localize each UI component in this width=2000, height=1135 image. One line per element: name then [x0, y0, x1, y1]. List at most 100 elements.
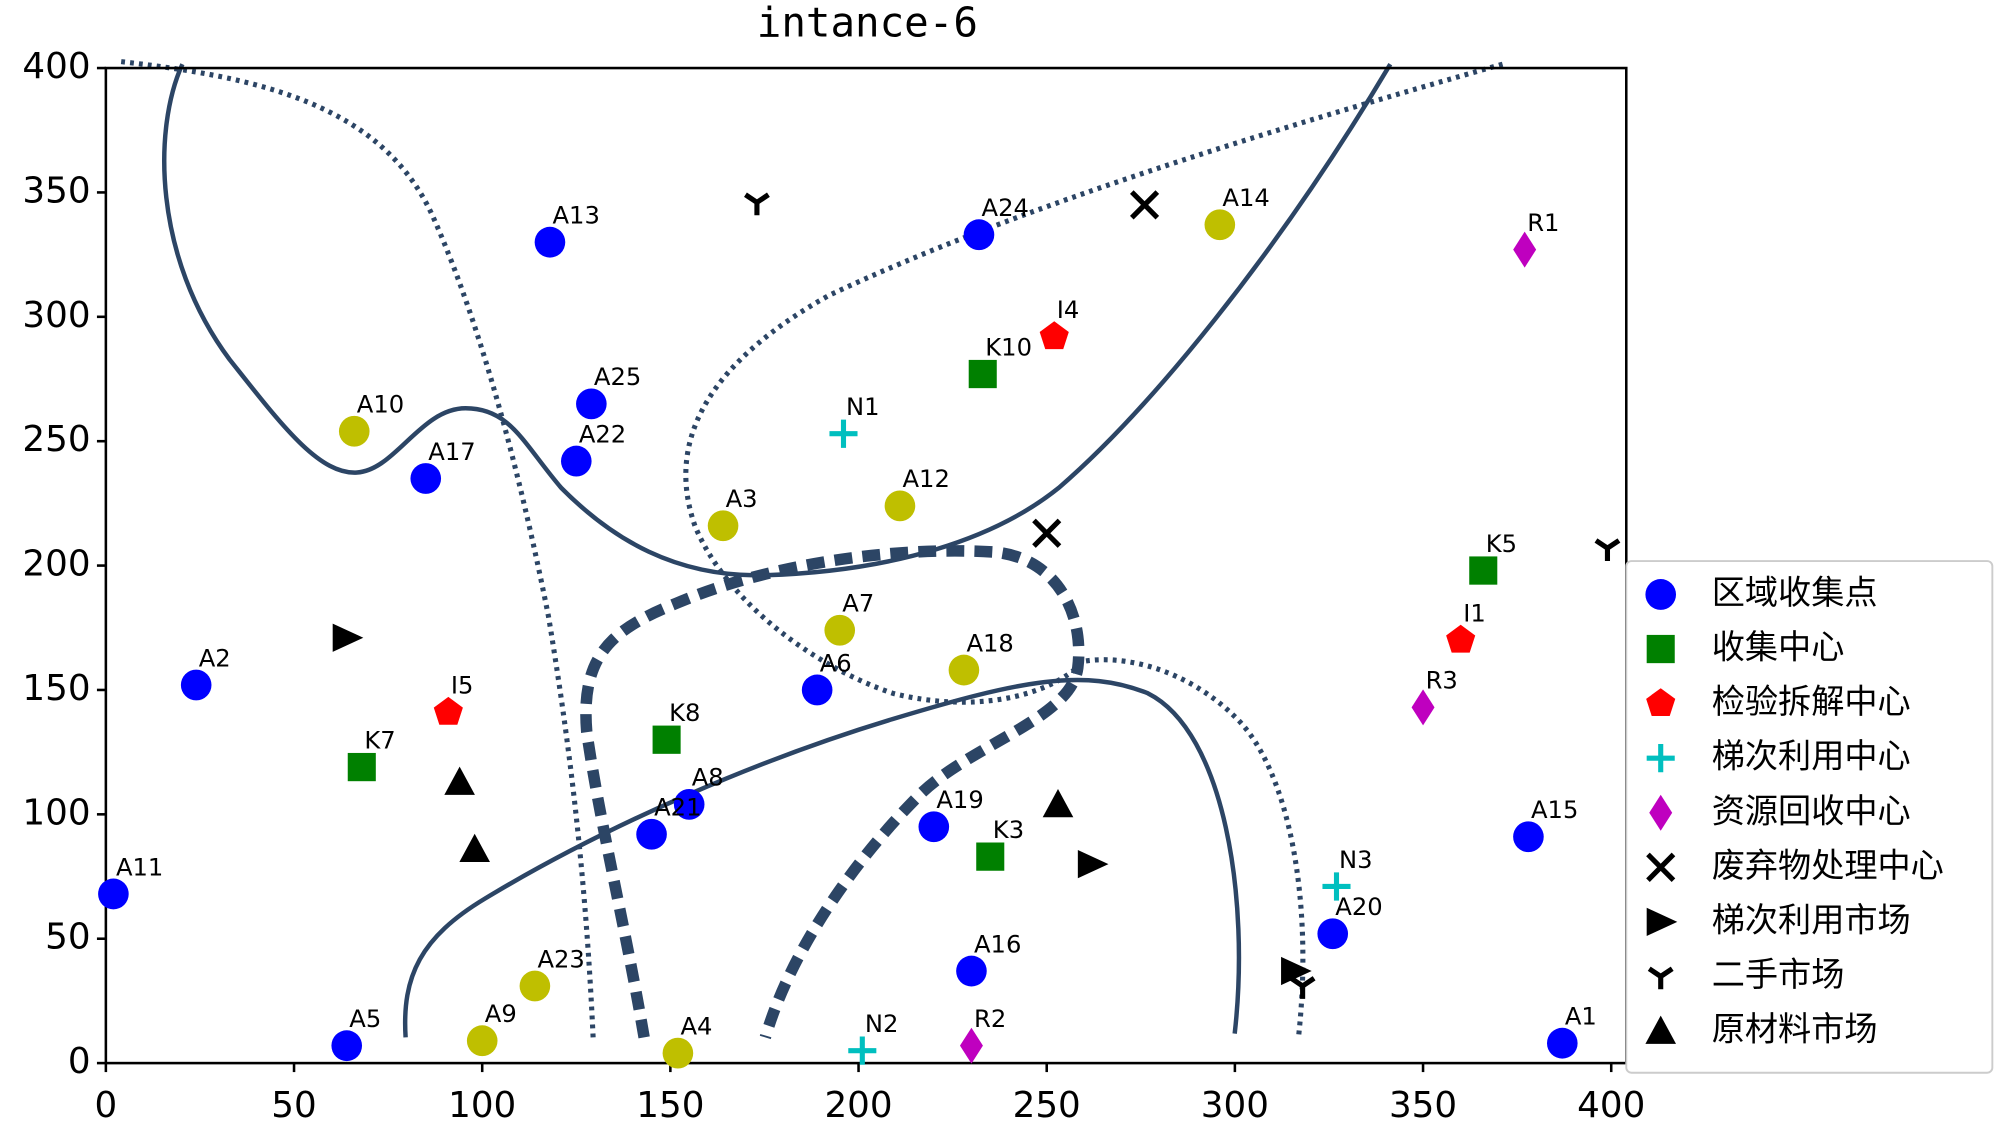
point-label: A25 [594, 362, 641, 391]
point [1411, 689, 1435, 726]
chart-title: intance-6 [757, 0, 978, 47]
point [180, 669, 212, 701]
point [576, 388, 607, 420]
point-label: N2 [865, 1009, 899, 1038]
dotted-boundary [683, 61, 1504, 1038]
point [948, 654, 980, 686]
point [824, 614, 856, 646]
point-label: A1 [1565, 1001, 1597, 1030]
point-label: A15 [1531, 795, 1578, 824]
x-tick-label: 150 [636, 1085, 704, 1126]
point-label: I5 [451, 671, 474, 700]
point-label: A9 [485, 999, 517, 1028]
x-tick-label: 400 [1577, 1085, 1645, 1126]
y-tick-label: 50 [45, 917, 90, 958]
solid-boundary [402, 677, 1242, 1038]
legend-label: 梯次利用市场 [1712, 900, 1911, 939]
legend-marker [1649, 794, 1673, 831]
point [347, 752, 376, 782]
point-label: K8 [669, 698, 700, 727]
point-label: R2 [974, 1004, 1006, 1033]
legend-marker [1647, 966, 1674, 990]
point [848, 1036, 877, 1065]
legend-label: 资源回收中心 [1712, 791, 1911, 830]
point [1322, 872, 1351, 901]
point [707, 510, 739, 542]
point-label: I4 [1057, 295, 1080, 324]
point-label: A21 [654, 793, 701, 822]
x-tick-label: 50 [271, 1085, 316, 1126]
point-label: A12 [902, 464, 949, 493]
y-tick-label: 100 [22, 792, 90, 833]
y-tick-label: 150 [22, 668, 90, 709]
point-label: A24 [982, 193, 1029, 222]
point-label: K7 [364, 725, 395, 754]
point [534, 226, 566, 258]
legend-box [1625, 560, 1994, 1074]
region-boundaries [120, 59, 1504, 1040]
point-label: A16 [974, 929, 1021, 958]
point [459, 833, 490, 863]
point-label: R3 [1426, 666, 1458, 695]
legend: 区域收集点收集中心检验拆解中心梯次利用中心资源回收中心废弃物处理中心梯次利用市场… [1625, 560, 1994, 1074]
point-label: K5 [1486, 529, 1517, 558]
point-label: A7 [842, 589, 874, 618]
point [433, 696, 463, 725]
point-label: A20 [1335, 892, 1382, 921]
point [1039, 321, 1069, 350]
point [956, 955, 987, 987]
legend-label: 检验拆解中心 [1712, 682, 1911, 721]
point [560, 445, 592, 477]
point-label: A23 [537, 944, 584, 973]
legend-label: 二手市场 [1712, 955, 1845, 994]
point [801, 674, 833, 706]
solid-boundary [162, 63, 1393, 578]
y-tick-label: 400 [22, 46, 90, 87]
point [98, 878, 129, 910]
point [744, 192, 770, 216]
point-label: K3 [993, 815, 1024, 844]
x-tick-label: 350 [1389, 1085, 1457, 1126]
legend-marker [1645, 579, 1677, 610]
point [884, 490, 916, 522]
y-tick-label: 250 [22, 419, 90, 460]
y-tick-label: 0 [68, 1041, 91, 1082]
point-label: A4 [680, 1011, 712, 1040]
x-tick-label: 200 [824, 1085, 892, 1126]
legend-marker [1646, 744, 1675, 773]
point [829, 419, 858, 448]
legend-marker [1646, 688, 1676, 717]
point-label: A19 [936, 785, 983, 814]
legend-label: 区域收集点 [1712, 573, 1878, 612]
legend-label: 原材料市场 [1712, 1009, 1878, 1048]
point [1446, 624, 1476, 653]
x-tick-label: 100 [448, 1085, 516, 1126]
point-label: A17 [428, 437, 475, 466]
legend-label: 梯次利用中心 [1712, 737, 1911, 776]
x-tick-label: 0 [95, 1085, 118, 1126]
legend-marker [1646, 634, 1675, 664]
legend-marker [1646, 852, 1676, 882]
point-label: R1 [1527, 208, 1559, 237]
point-label: N3 [1339, 845, 1373, 874]
point [1546, 1027, 1578, 1059]
point [963, 219, 995, 251]
point-label: A18 [966, 628, 1013, 657]
point-label: A8 [692, 763, 724, 792]
legend-label: 废弃物处理中心 [1712, 846, 1944, 885]
point [673, 788, 705, 820]
point [1281, 956, 1312, 986]
y-tick-label: 300 [22, 295, 90, 336]
point [1317, 918, 1349, 950]
point [332, 623, 364, 652]
point-label: A6 [820, 648, 852, 677]
legend-marker [1646, 907, 1678, 936]
dotted-boundary [120, 59, 596, 1038]
point-label: A2 [199, 643, 231, 672]
point [652, 725, 681, 754]
point-label: I1 [1463, 598, 1486, 627]
point-label: A3 [726, 484, 758, 513]
point-label: A11 [116, 852, 163, 881]
